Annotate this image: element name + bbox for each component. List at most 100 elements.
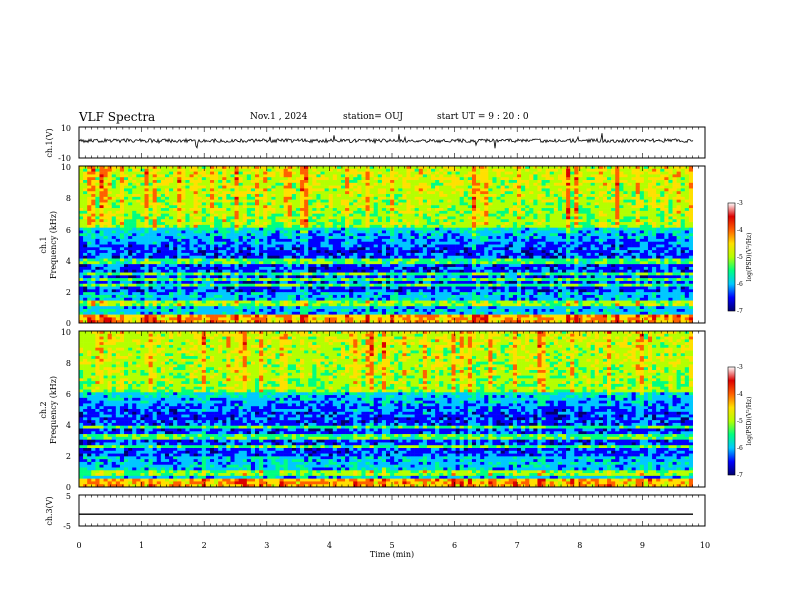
spectrogram-cell: [328, 205, 334, 209]
spectrogram-cell: [160, 194, 166, 198]
spectrogram-cell: [214, 272, 219, 276]
spectrogram-cell: [222, 171, 227, 175]
spectrogram-cell: [79, 238, 84, 242]
spectrogram-cell: [103, 236, 108, 240]
spectrogram-cell: [324, 210, 329, 214]
spectrogram-cell: [406, 236, 411, 240]
spectrogram-cell: [91, 247, 96, 251]
spectrogram-cell: [431, 272, 436, 276]
spectrogram-cell: [255, 205, 260, 209]
spectrogram-cell: [242, 297, 248, 301]
spectrogram-cell: [369, 182, 375, 186]
spectrogram-cell: [271, 247, 276, 251]
spectrogram-cell: [357, 255, 362, 259]
spectrogram-cell: [435, 177, 440, 181]
spectrogram-cell: [222, 191, 227, 195]
spectrogram-cell: [226, 241, 231, 245]
spectrogram-cell: [193, 300, 198, 304]
spectrogram-cell: [255, 182, 260, 186]
spectrogram-cell: [160, 294, 166, 299]
spectrogram-cell: [201, 272, 207, 276]
spectrogram-cell: [152, 261, 158, 265]
spectrogram-cell: [414, 210, 420, 214]
spectrogram-cell: [197, 280, 203, 285]
spectrogram-cell: [169, 185, 174, 189]
spectrogram-cell: [279, 272, 284, 276]
spectrogram-cell: [197, 168, 203, 172]
spectrogram-cell: [230, 222, 235, 226]
spectrogram-cell: [160, 166, 166, 170]
spectrogram-cell: [238, 278, 244, 282]
spectrogram-cell: [328, 191, 334, 195]
spectrogram-cell: [377, 320, 383, 324]
spectrogram-cell: [324, 208, 329, 212]
spectrogram-cell: [148, 177, 153, 181]
spectrogram-cell: [328, 208, 334, 212]
spectrogram-cell: [218, 230, 223, 234]
spectrogram-cell: [128, 264, 133, 268]
spectrogram-cell: [148, 166, 153, 170]
spectrogram-cell: [373, 314, 379, 318]
spectrogram-cell: [160, 289, 166, 293]
spectrogram-cell: [124, 171, 129, 175]
spectrogram-cell: [246, 300, 252, 304]
spectrogram-cell: [79, 171, 84, 175]
spectrogram-cell: [148, 208, 153, 212]
spectrogram-cell: [177, 205, 182, 209]
spectrogram-cell: [271, 272, 276, 276]
spectrogram-cell: [128, 314, 133, 318]
spectrogram-cell: [361, 258, 366, 262]
spectrogram-cell: [222, 272, 227, 276]
spectrogram-cell: [140, 311, 145, 315]
spectrogram-cell: [398, 177, 403, 181]
spectrogram-cell: [394, 303, 399, 307]
spectrogram-cell: [99, 168, 104, 172]
spectrogram-cell: [414, 255, 420, 259]
spectrogram-cell: [226, 213, 231, 217]
spectrogram-cell: [381, 258, 387, 262]
spectrogram-cell: [316, 222, 321, 226]
spectrogram-cell: [279, 289, 284, 293]
spectrogram-cell: [357, 180, 362, 184]
spectrogram-cell: [267, 252, 272, 257]
spectrogram-cell: [234, 244, 239, 248]
spectrogram-cell: [115, 185, 121, 189]
spectrogram-cell: [115, 264, 121, 268]
spectrogram-cell: [349, 188, 354, 192]
spectrogram-cell: [431, 308, 436, 313]
spectrogram-cell: [353, 174, 358, 178]
spectrogram-cell: [128, 216, 133, 220]
spectrogram-cell: [287, 230, 293, 234]
spectrogram-cell: [312, 227, 317, 231]
spectrogram-cell: [132, 174, 137, 178]
spectrogram-cell: [414, 258, 420, 262]
spectrogram-cell: [361, 168, 366, 172]
spectrogram-cell: [328, 258, 334, 262]
spectrogram-cell: [205, 280, 211, 285]
spectrogram-cell: [390, 278, 395, 282]
spectrogram-cell: [136, 255, 141, 259]
spectrogram-cell: [373, 261, 379, 265]
spectrogram-cell: [103, 266, 108, 271]
spectrogram-cell: [107, 199, 113, 203]
spectrogram-cell: [435, 297, 440, 301]
spectrogram-cell: [144, 255, 149, 259]
spectrogram-cell: [124, 306, 129, 310]
spectrogram-cell: [279, 177, 284, 181]
spectrogram-cell: [418, 317, 424, 321]
spectrogram-cell: [369, 250, 375, 254]
spectrogram-cell: [169, 196, 174, 200]
spectrogram-cell: [365, 168, 370, 172]
spectrogram-cell: [328, 222, 334, 226]
spectrogram-cell: [164, 306, 170, 310]
spectrogram-cell: [246, 306, 252, 310]
spectrogram-cell: [377, 171, 383, 175]
spectrogram-cell: [381, 289, 387, 293]
spectrogram-cell: [402, 174, 407, 178]
spectrogram-cell: [87, 280, 92, 285]
spectrogram-cell: [369, 311, 375, 315]
spectrogram-cell: [283, 227, 289, 231]
spectrogram-cell: [439, 269, 444, 273]
spectrogram-cell: [79, 210, 84, 214]
spectrogram-cell: [218, 250, 223, 254]
